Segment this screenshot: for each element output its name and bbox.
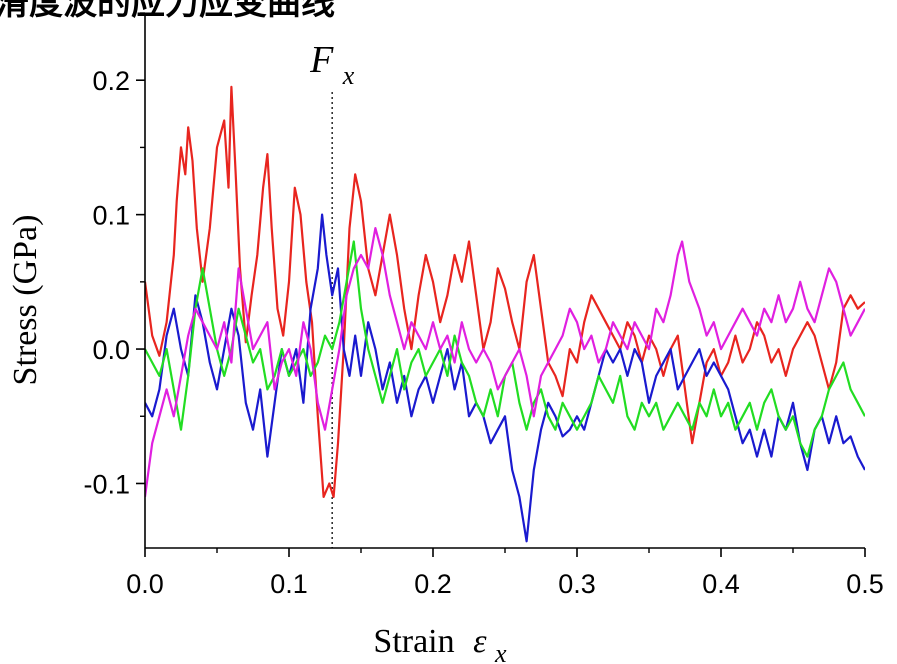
- x-tick-label: 0.5: [846, 569, 884, 599]
- plot-area: [145, 85, 865, 548]
- cropped-header-text: 滑度波的应力应变曲线: [0, 0, 335, 23]
- fx-annotation-sub: x: [342, 61, 355, 90]
- y-tick-label: 0.1: [92, 201, 130, 231]
- x-tick-label: 0.0: [126, 569, 164, 599]
- y-tick-label: 0.2: [92, 66, 130, 96]
- series-line-2: [145, 213, 865, 543]
- x-tick-label: 0.4: [702, 569, 740, 599]
- y-axis-label: Stress (GPa): [7, 215, 44, 386]
- axes: 0.0 0.1 0.2 0.3 0.4 0.5 -0.1 0.0 0.1 0.2: [83, 12, 884, 599]
- x-axis-label: Strain ε x: [373, 623, 507, 664]
- x-axis-label-subscript: x: [494, 639, 507, 664]
- x-tick-label: 0.1: [270, 569, 308, 599]
- fx-annotation-main: F: [309, 39, 334, 81]
- y-tick-label: 0.0: [92, 335, 130, 365]
- x-axis-label-symbol: ε: [473, 623, 487, 660]
- x-tick-label: 0.3: [558, 569, 596, 599]
- y-tick-label: -0.1: [83, 469, 130, 499]
- series-line-4: [145, 227, 865, 498]
- x-tick-label: 0.2: [414, 569, 452, 599]
- x-axis-label-text: Strain: [373, 623, 454, 660]
- series-line-1: [145, 85, 865, 498]
- fx-annotation: F x: [309, 39, 355, 90]
